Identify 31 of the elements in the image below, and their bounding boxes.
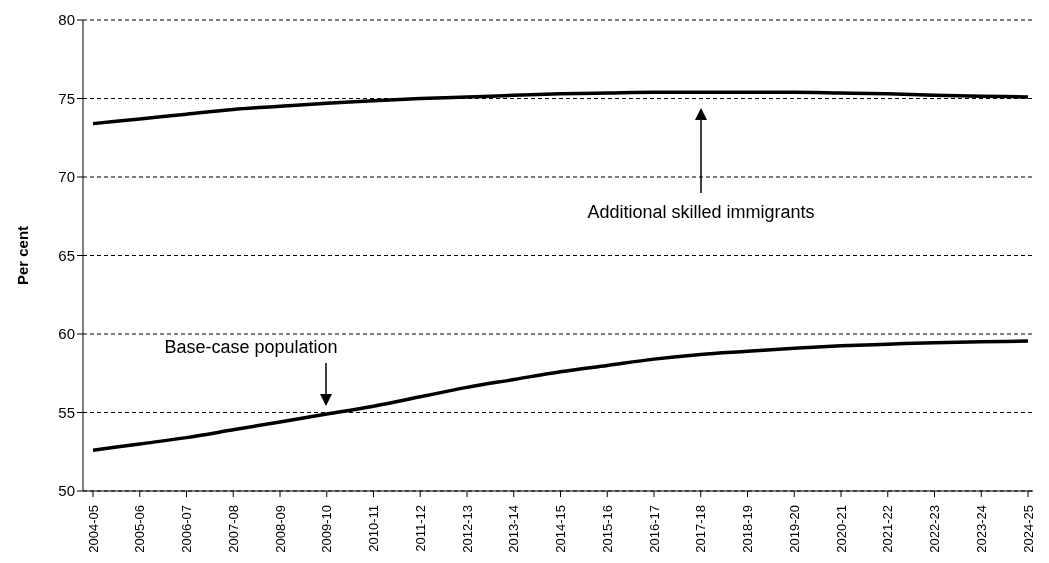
y-tick-label: 65 (58, 246, 75, 264)
x-tick-label: 2012-13 (459, 505, 475, 553)
x-tick-label: 2004-05 (85, 505, 101, 553)
x-tick-label: 2016-17 (646, 505, 662, 553)
x-tick-label: 2010-11 (366, 505, 381, 552)
x-tick-label: 2014-15 (553, 505, 568, 553)
x-tick-label: 2011-12 (412, 505, 428, 552)
y-tick-label: 70 (58, 168, 75, 186)
x-tick-label: 2005-06 (132, 505, 148, 553)
x-tick-label: 2018-19 (740, 505, 755, 553)
x-tick-label: 2023-24 (973, 505, 989, 553)
y-tick-label: 55 (58, 403, 75, 421)
annotation: Base-case population (164, 337, 338, 357)
x-tick-label: 2021-22 (880, 505, 896, 553)
x-tick-label: 2008-09 (272, 505, 288, 553)
x-tick-label: 2019-20 (786, 505, 802, 553)
y-axis-title: Per cent (14, 225, 32, 286)
x-tick-label: 2022-23 (927, 505, 942, 553)
y-tick-label: 75 (58, 89, 75, 107)
annotation: Additional skilled immigrants (587, 202, 815, 222)
x-tick-label: 2024-25 (1020, 505, 1036, 553)
x-tick-label: 2015-16 (599, 505, 615, 553)
x-tick-label: 2006-07 (179, 505, 194, 553)
y-tick-label: 80 (58, 11, 75, 29)
y-tick-label: 60 (58, 325, 75, 343)
x-tick-label: 2017-18 (693, 505, 709, 553)
x-tick-label: 2007-08 (225, 505, 241, 553)
x-tick-label: 2009-10 (319, 505, 335, 553)
x-tick-label: 2013-14 (506, 505, 522, 553)
x-tick-label: 2020-21 (833, 505, 849, 553)
y-tick-label: 50 (58, 482, 75, 500)
